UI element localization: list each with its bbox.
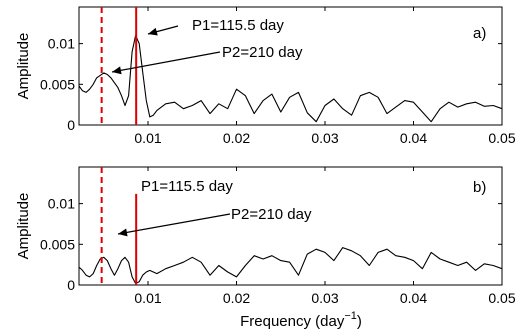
y-tick-label: 0.005 (40, 236, 75, 252)
x-axis-label: Frequency (day−1) (240, 310, 362, 330)
x-tick-label: 0.03 (311, 130, 338, 146)
annotation-arrow-head (148, 27, 158, 36)
y-tick-label: 0.005 (40, 76, 75, 92)
p1-annotation: P1=115.5 day (192, 17, 284, 34)
x-axis-label-main: Frequency (day (240, 313, 345, 330)
annotation-arrow-head (112, 66, 122, 75)
x-tick-label: 0.04 (400, 290, 427, 306)
axes-frame (78, 6, 503, 126)
spectrum-line (78, 34, 503, 123)
p2-annotation: P2=210 day (222, 44, 303, 61)
y-tick-label: 0 (67, 117, 75, 133)
annotation-arrow-shaft (111, 51, 221, 73)
p1-annotation: P1=115.5 day (141, 178, 233, 195)
axes-frame (78, 166, 503, 286)
x-tick-label: 0.04 (400, 130, 427, 146)
x-tick-label: 0.05 (488, 290, 515, 306)
x-axis-label-superscript: −1 (344, 310, 357, 322)
panel-tag: a) (473, 25, 486, 42)
y-axis-label: Amplitude (15, 193, 32, 260)
x-tick-label: 0.01 (134, 130, 161, 146)
panel-tag: b) (473, 179, 486, 196)
x-tick-label: 0.03 (311, 290, 338, 306)
panel-b: 0.01 0.02 0.03 0.04 0.05 0 0.005 0.01 Amplitude b… (15, 166, 516, 306)
y-tick-label: 0.01 (48, 196, 75, 212)
x-tick-label: 0.02 (223, 130, 250, 146)
y-axis-label: Amplitude (15, 33, 32, 100)
annotation-arrow-shaft (117, 213, 231, 235)
x-tick-label: 0.01 (134, 290, 161, 306)
spectrum-line (78, 247, 503, 284)
x-axis-label-close: ) (357, 313, 362, 330)
annotation-arrow-head (118, 228, 128, 237)
panel-a: 0.01 0.02 0.03 0.04 0.05 0 0.005 0.01 Amplitude a… (15, 6, 516, 146)
x-tick-label: 0.05 (488, 130, 515, 146)
x-tick-label: 0.02 (223, 290, 250, 306)
p2-annotation: P2=210 day (231, 206, 312, 223)
y-tick-label: 0.01 (48, 36, 75, 52)
y-tick-label: 0 (67, 277, 75, 293)
